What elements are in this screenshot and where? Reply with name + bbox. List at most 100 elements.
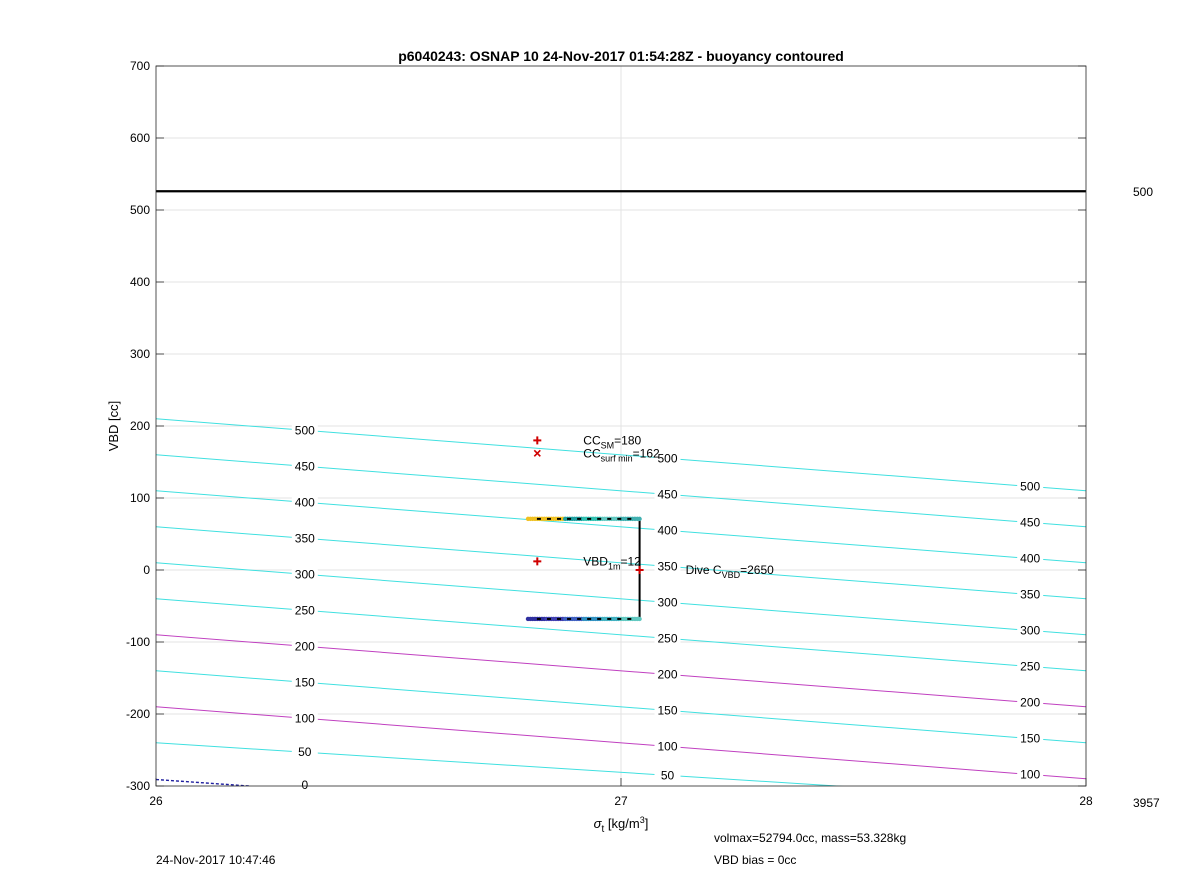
y-axis-label: VBD [cc] (106, 401, 121, 452)
contour-label: 400 (295, 495, 315, 509)
x-tick-label: 28 (1079, 794, 1093, 808)
y-tick-label: 300 (130, 347, 150, 361)
contour-label: 250 (295, 603, 315, 617)
contour-label-bg (654, 523, 681, 537)
x-axis-superscript: 3 (640, 815, 645, 825)
contour-label-bg (291, 711, 318, 725)
contour-label: 300 (295, 567, 315, 581)
contour-label-bg (1017, 767, 1044, 781)
y-tick-label: -100 (126, 635, 150, 649)
contour-label-bg (1017, 731, 1044, 745)
volmax-text: volmax=52794.0cc, mass=53.328kg (714, 831, 907, 845)
y-tick-label: 700 (130, 59, 150, 73)
contour-label: 300 (657, 595, 677, 609)
y-tick-label: 100 (130, 491, 150, 505)
contour-label-bg (291, 567, 318, 581)
contour-label: 50 (298, 745, 312, 759)
contour-label: 50 (661, 768, 675, 782)
x-axis-label: σt [kg/m3] (594, 815, 649, 835)
contour-label: 200 (1020, 695, 1040, 709)
trace-point-lower (637, 616, 642, 622)
marker-label-main: CC (583, 446, 601, 460)
contour-label-bg (654, 703, 681, 717)
contour-label-bg (1017, 659, 1044, 673)
contour-label-bg (291, 459, 318, 473)
marker-label: CCsurf min=162 (583, 446, 660, 463)
y-tick-label: -200 (126, 707, 150, 721)
contour-label: 100 (295, 711, 315, 725)
contour-label-bg (291, 495, 318, 509)
contour-label-bg (291, 639, 318, 653)
contour-label: 150 (295, 675, 315, 689)
y-tick-label: 400 (130, 275, 150, 289)
axis-ticks: -300 -200 -100 0 100 200 300 400 500 600 700 26 27 28 (126, 59, 1093, 808)
y-tick-label: 200 (130, 419, 150, 433)
trace-point-upper (637, 516, 642, 522)
marker-label-sub: 1m (608, 561, 621, 571)
contour-label: 450 (657, 487, 677, 501)
contour-label-bg (1017, 587, 1044, 601)
contour-label-bg (654, 559, 681, 573)
marker-label-sub: SM (601, 440, 615, 450)
right-label-top: 500 (1133, 185, 1153, 199)
contour-line-0 (156, 778, 250, 786)
contour-label-bg (654, 631, 681, 645)
marker-label-main: Dive C (686, 563, 722, 577)
contour-label-bg (1017, 515, 1044, 529)
contour-label: 350 (657, 559, 677, 573)
y-tick-label: 600 (130, 131, 150, 145)
y-tick-label: 0 (143, 563, 150, 577)
contour-label-bg (654, 667, 681, 681)
contour-label-bg (291, 603, 318, 617)
contour-label: 500 (657, 451, 677, 465)
contour-label-bg (654, 451, 681, 465)
x-tick-label: 26 (149, 794, 163, 808)
contour-label: 200 (295, 639, 315, 653)
contour-label-bg (291, 745, 318, 759)
contour-label-bg (654, 739, 681, 753)
contour-label: 200 (657, 667, 677, 681)
x-axis-units: [kg/m (604, 816, 639, 831)
marker-label-value: =162 (633, 446, 660, 460)
marker-x-b (533, 449, 541, 457)
contour-label: 350 (1020, 587, 1040, 601)
contour-label: 500 (295, 423, 315, 437)
marker-label-main: CC (583, 433, 601, 447)
marker-label: CCSM=180 (583, 433, 641, 450)
contour-label: 350 (295, 531, 315, 545)
contour-label: 100 (1020, 767, 1040, 781)
contour-label: 100 (657, 739, 677, 753)
contour-label: 150 (1020, 731, 1040, 745)
contour-label: 400 (657, 523, 677, 537)
marker-label-sub: VBD (722, 570, 741, 580)
marker-label: VBD1m=12 (583, 554, 641, 571)
contour-labels: 0 50 100 150 200 250 300 350 400 450 500 50 100 150 20… (291, 423, 1044, 792)
chart-title: p6040243: OSNAP 10 24-Nov-2017 01:54:28Z… (398, 48, 844, 64)
contour-label-bg (1017, 623, 1044, 637)
dive-trace-group (525, 516, 642, 622)
vbd-bias-text: VBD bias = 0cc (714, 853, 797, 867)
marker-label: Dive CVBD=2650 (686, 563, 775, 580)
contour-label-bg (1017, 551, 1044, 565)
contour-label: 250 (657, 631, 677, 645)
contour-label-bg (291, 531, 318, 545)
contour-label: 250 (1020, 659, 1040, 673)
contour-label-bg (1017, 479, 1044, 493)
contour-label-bg (291, 423, 318, 437)
contour-label-bg (654, 595, 681, 609)
y-tick-label: -300 (126, 779, 150, 793)
marker-label-sub: surf min (601, 453, 633, 463)
contour-label: 500 (1020, 479, 1040, 493)
marker-label-main: VBD (583, 554, 608, 568)
y-tick-label: 500 (130, 203, 150, 217)
marker-label-value: =12 (621, 554, 642, 568)
contour-label: 400 (1020, 551, 1040, 565)
contour-label: 150 (657, 703, 677, 717)
x-tick-label: 27 (614, 794, 628, 808)
contour-label-bg (291, 675, 318, 689)
marker-label-value: =2650 (740, 563, 774, 577)
contour-label: 450 (1020, 515, 1040, 529)
plot-timestamp: 24-Nov-2017 10:47:46 (156, 853, 276, 867)
right-label-bottom: 3957 (1133, 796, 1160, 810)
